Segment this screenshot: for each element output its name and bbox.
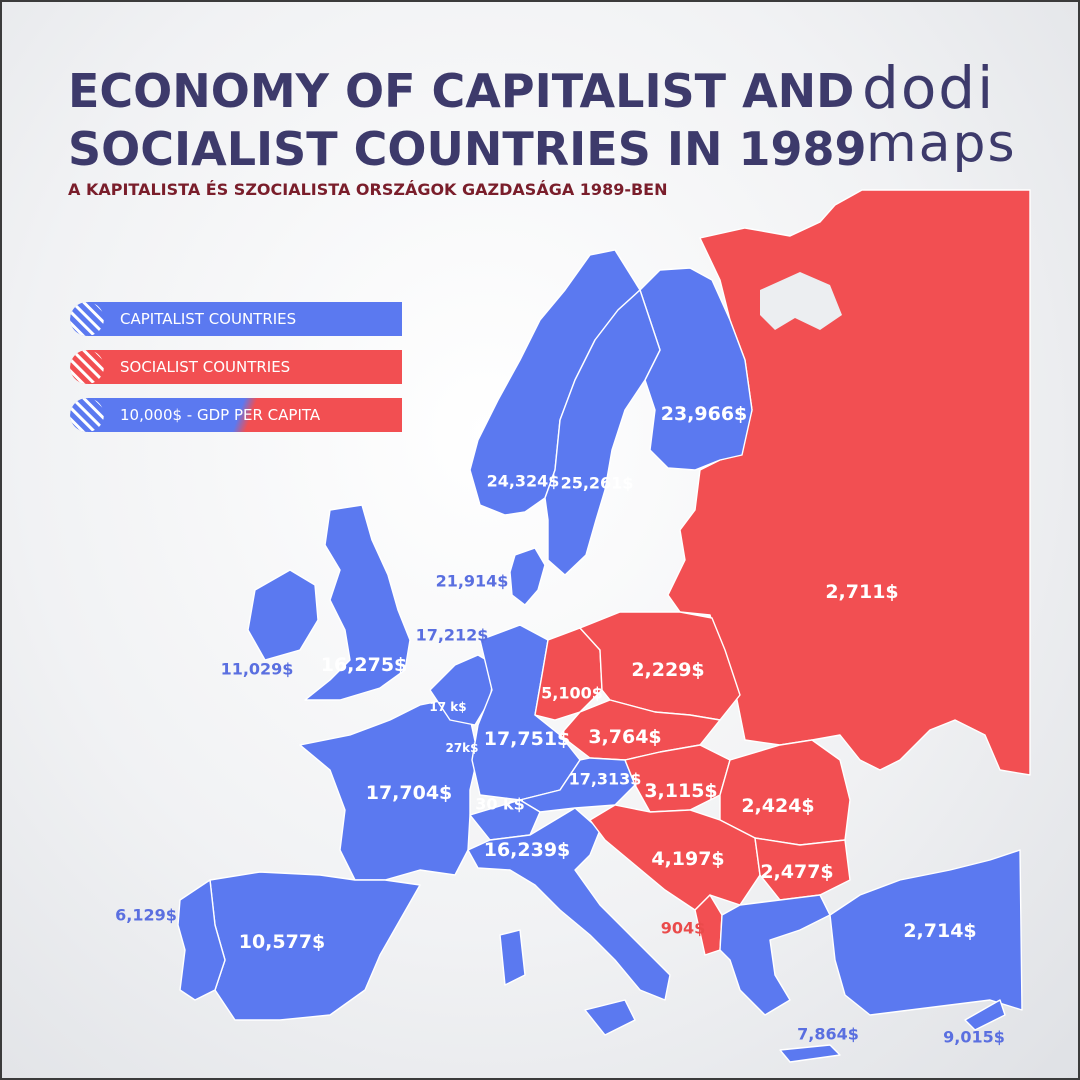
value-soviet-union: 2,711$ xyxy=(825,581,899,603)
value-turkey: 2,714$ xyxy=(903,920,977,942)
value-yugoslavia: 4,197$ xyxy=(651,848,725,870)
value-poland: 2,229$ xyxy=(631,659,705,681)
region-united-kingdom xyxy=(304,504,411,701)
striped-circle-icon xyxy=(70,350,104,384)
value-switzerland: 30 k$ xyxy=(475,794,525,814)
legend-bar-socialist xyxy=(88,350,402,384)
value-east-germany: 5,100$ xyxy=(541,683,603,703)
striped-circle-icon xyxy=(70,398,104,432)
value-belgium: 17 k$ xyxy=(429,700,467,714)
value-austria: 17,313$ xyxy=(568,769,642,789)
value-netherlands: 17,212$ xyxy=(415,625,489,645)
value-czechoslovakia: 3,764$ xyxy=(588,726,662,748)
legend-bar-gdp xyxy=(88,398,402,432)
legend-label-socialist: SOCIALIST COUNTRIES xyxy=(120,358,291,376)
value-greece: 7,864$ xyxy=(797,1024,859,1044)
region-denmark xyxy=(509,547,546,606)
region-crete xyxy=(779,1044,841,1063)
region-france xyxy=(299,699,479,881)
value-italy: 16,239$ xyxy=(483,839,571,861)
map-title-line-2: SOCIALIST COUNTRIES IN 1989 xyxy=(68,122,867,176)
legend-label-capitalist: CAPITALIST COUNTRIES xyxy=(120,310,297,328)
logo-line-1: dodi xyxy=(862,54,996,122)
value-luxembourg: 27k$ xyxy=(445,741,479,755)
dodi-maps-logo: dodi maps xyxy=(862,58,1022,178)
value-ireland: 11,029$ xyxy=(220,659,294,679)
value-romania: 2,424$ xyxy=(741,795,815,817)
region-portugal xyxy=(177,879,226,1001)
region-sardinia xyxy=(499,929,526,986)
value-france: 17,704$ xyxy=(365,782,453,804)
region-italy xyxy=(467,807,671,1001)
striped-circle-icon xyxy=(70,302,104,336)
map-subtitle: A KAPITALISTA ÉS SZOCIALISTA ORSZÁGOK GA… xyxy=(68,180,668,199)
logo-line-2: maps xyxy=(866,114,1017,174)
value-hungary: 3,115$ xyxy=(644,780,718,802)
value-finland: 23,966$ xyxy=(660,403,748,425)
white-sea xyxy=(760,272,842,330)
region-yugoslavia xyxy=(589,804,761,911)
legend-label-gdp: 10,000$ - GDP PER CAPITA xyxy=(120,406,321,424)
region-bulgaria xyxy=(754,837,851,901)
region-sicily xyxy=(584,999,636,1036)
region-sweden xyxy=(544,289,661,576)
region-switzerland xyxy=(469,799,541,841)
region-cyprus xyxy=(964,999,1006,1031)
map-title: ECONOMY OF CAPITALIST AND SOCIALIST COUN… xyxy=(68,62,867,178)
value-sweden: 25,261$ xyxy=(560,473,634,493)
region-turkey xyxy=(829,849,1023,1016)
legend-bar-capitalist xyxy=(88,302,402,336)
region-greece xyxy=(719,894,831,1016)
value-west-germany: 17,751$ xyxy=(483,728,571,750)
map-title-line-1: ECONOMY OF CAPITALIST AND xyxy=(68,64,855,118)
value-albania: 904$ xyxy=(660,918,706,938)
value-portugal: 6,129$ xyxy=(115,905,177,925)
value-norway: 24,324$ xyxy=(486,471,560,491)
value-spain: 10,577$ xyxy=(238,931,326,953)
region-ireland xyxy=(247,569,319,661)
value-cyprus: 9,015$ xyxy=(943,1027,1005,1047)
value-united-kingdom: 16,275$ xyxy=(320,654,408,676)
value-bulgaria: 2,477$ xyxy=(760,861,834,883)
value-denmark: 21,914$ xyxy=(435,571,509,591)
